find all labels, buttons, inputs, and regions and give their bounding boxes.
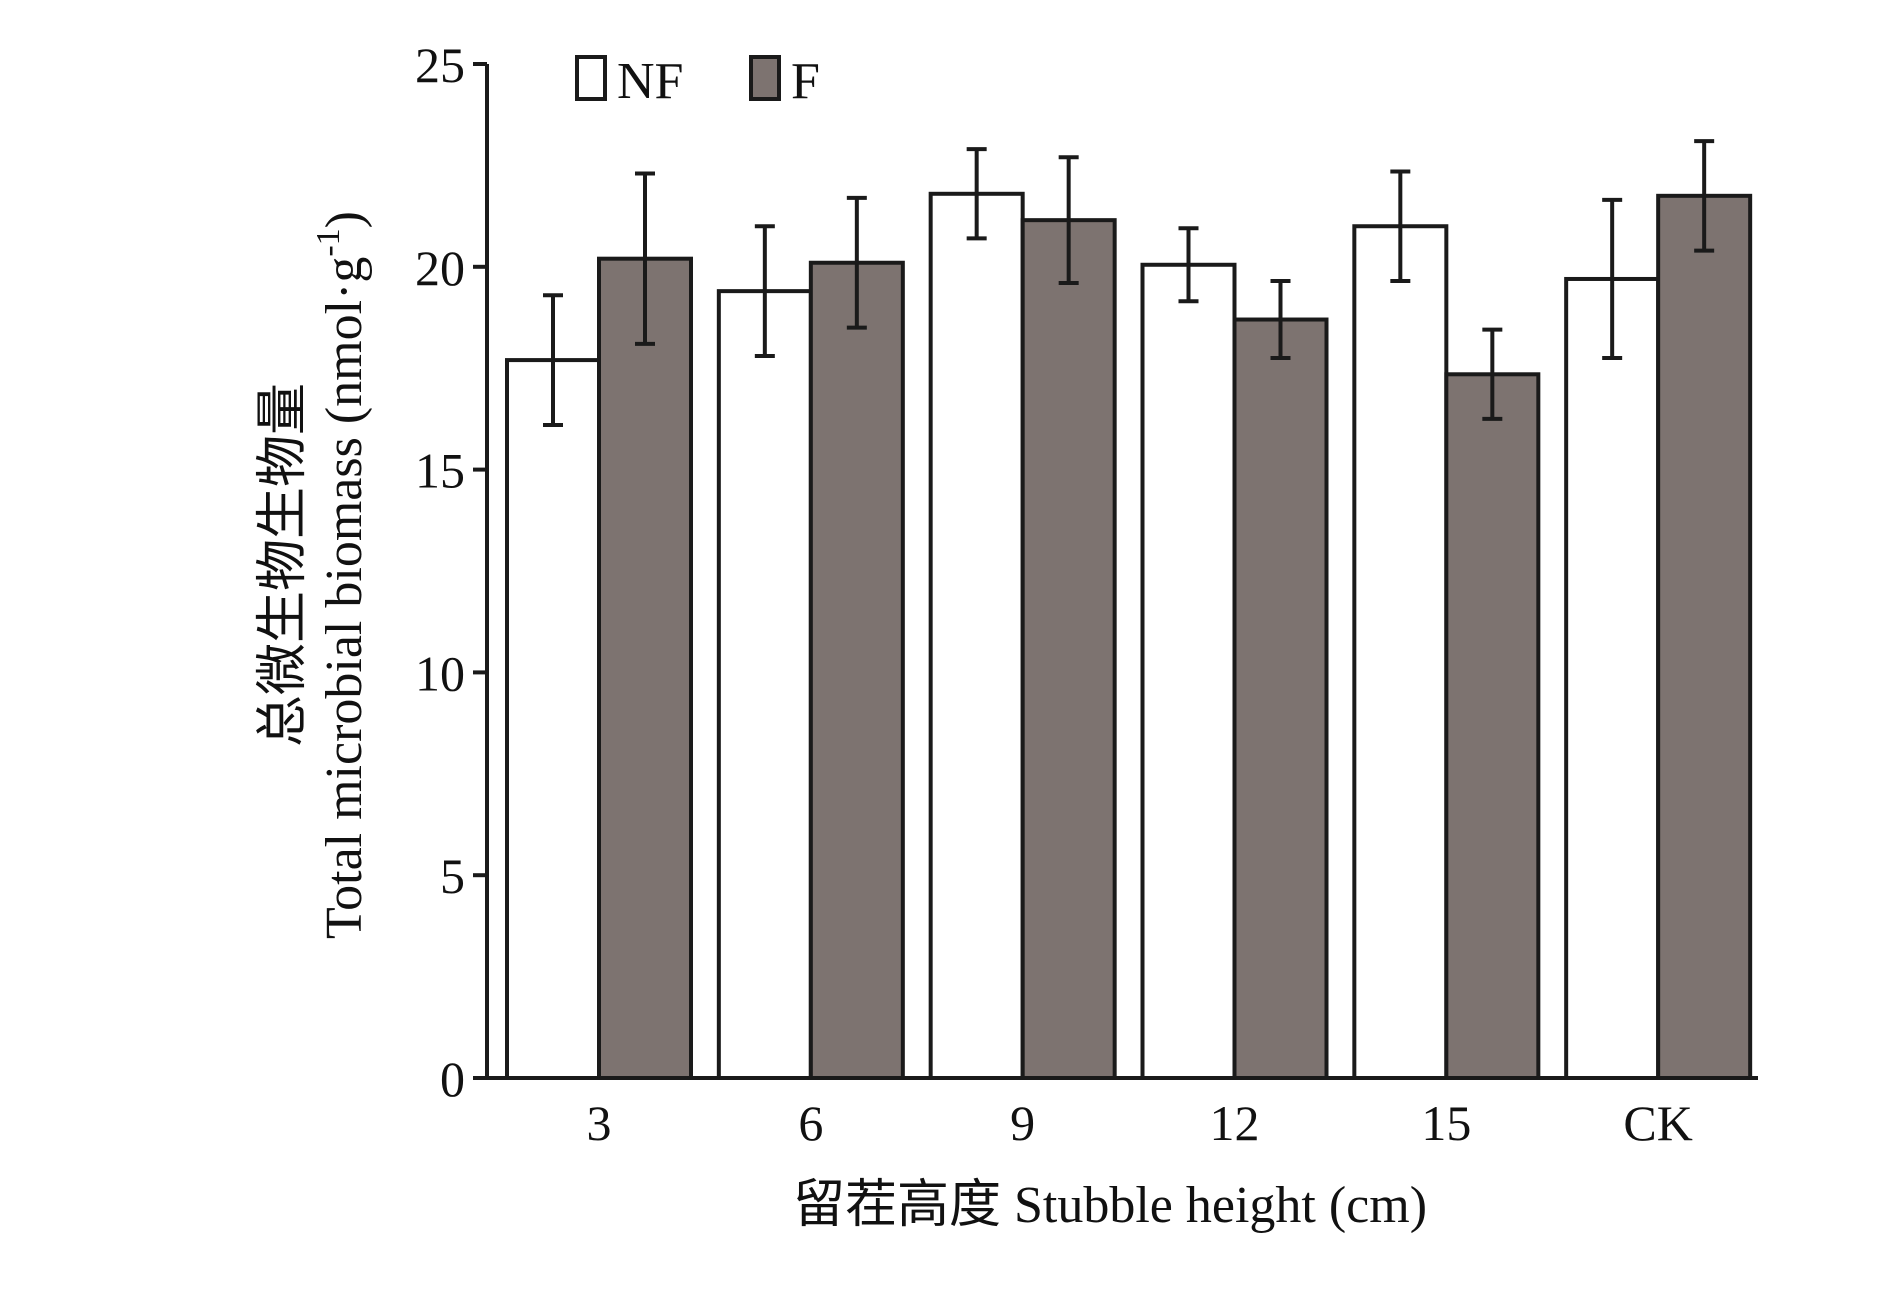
error-bar-f-6 (846, 195, 867, 330)
error-bar-nf-9 (966, 147, 987, 241)
axes-layer: 3 6 9 12 15 CK 0 5 10 15 20 25 (415, 37, 1758, 1151)
x-tick-label: 9 (1010, 1095, 1035, 1151)
error-bar-f-12 (1270, 278, 1291, 361)
legend-item-nf: NF (575, 53, 683, 110)
error-bar-nf-12 (1178, 226, 1199, 304)
error-bar-nf-15 (1390, 169, 1411, 283)
bar-nf-12 (1140, 262, 1237, 1081)
x-axis-title: 留茬高度 Stubble height (cm) (793, 1177, 1427, 1234)
bar-f-6 (808, 260, 905, 1080)
x-tick-label: 12 (1210, 1095, 1260, 1151)
bar-f-ck (1656, 193, 1753, 1080)
bar-f-12 (1232, 317, 1329, 1080)
legend-swatch-nf (575, 55, 607, 101)
bar-f-3 (597, 256, 693, 1080)
y-tick-label: 10 (415, 645, 465, 701)
error-bar-nf-3 (543, 293, 563, 427)
legend-label-f: F (791, 53, 820, 110)
bar-nf-6 (716, 289, 813, 1080)
bar-nf-9 (928, 191, 1025, 1081)
bars-layer (505, 191, 1753, 1081)
y-tick-label: 15 (415, 443, 465, 499)
y-axis-title-en: Total microbial biomass (nmol·g-1) (310, 211, 373, 939)
bar-nf-15 (1352, 224, 1449, 1081)
error-bar-f-ck (1694, 139, 1715, 253)
error-bar-f-3 (635, 171, 655, 346)
y-axis-title-superscript: -1 (310, 228, 347, 256)
x-tick-label: CK (1623, 1095, 1692, 1151)
bar-f-15 (1444, 372, 1541, 1080)
y-tick-label: 0 (440, 1051, 465, 1107)
legend-swatch-f (749, 55, 781, 101)
error-bar-f-15 (1482, 327, 1503, 421)
legend-item-f: F (749, 53, 820, 110)
error-bar-nf-6 (754, 224, 775, 359)
y-axis-title-close: ) (316, 211, 373, 228)
x-tick-label: 3 (587, 1095, 612, 1151)
bar-nf-3 (505, 358, 601, 1080)
legend-label-nf: NF (617, 53, 683, 110)
bar-nf-ck (1564, 276, 1661, 1080)
y-tick-label: 5 (440, 848, 465, 904)
legend: NF F (575, 53, 820, 110)
y-tick-label: 25 (415, 37, 465, 93)
error-bars-layer (543, 139, 1715, 427)
x-tick-label: 6 (798, 1095, 823, 1151)
y-axis-title-en-main: Total microbial biomass (nmol·g (316, 257, 373, 939)
bar-f-9 (1020, 218, 1117, 1080)
y-axis-title-cn: 总微生物生物量 (255, 383, 312, 747)
y-tick-label: 20 (415, 240, 465, 296)
error-bar-f-9 (1058, 155, 1079, 286)
error-bar-nf-ck (1602, 197, 1623, 361)
x-tick-label: 15 (1421, 1095, 1471, 1151)
